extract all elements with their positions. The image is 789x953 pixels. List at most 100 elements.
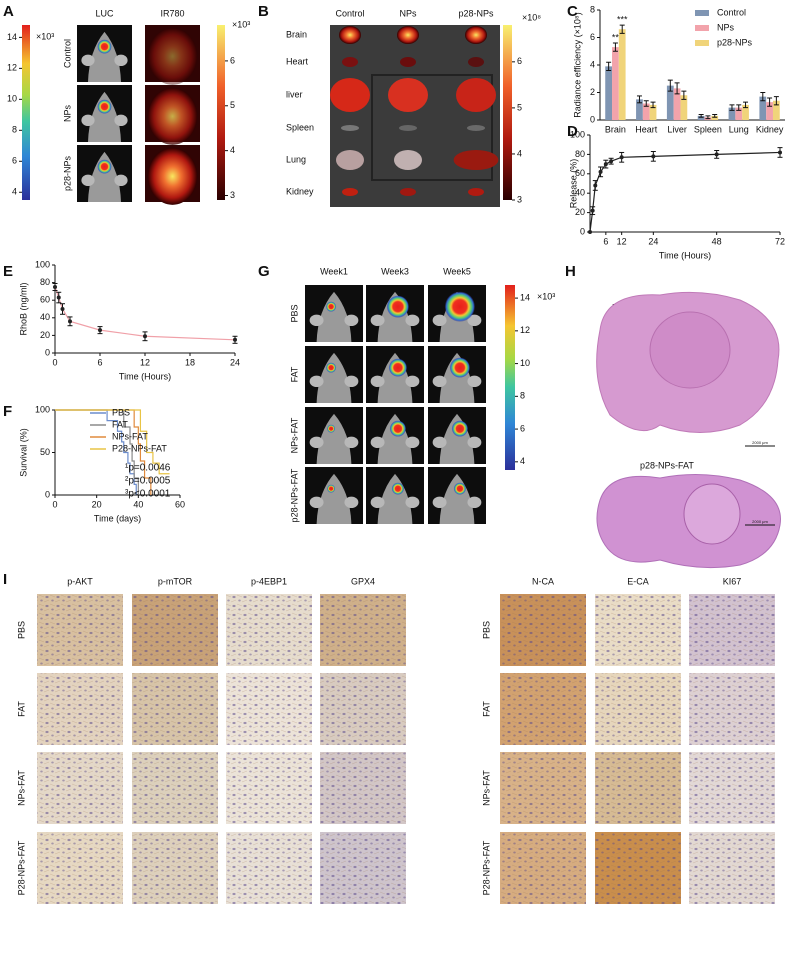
- mouse-ear: [405, 375, 420, 388]
- mouse-ear: [370, 314, 385, 327]
- colorbar-tick-label: 8: [12, 125, 17, 135]
- mouse-ear: [309, 375, 324, 388]
- organ: [342, 57, 358, 67]
- colorbar-tick-label: 6: [12, 156, 17, 166]
- bar: [697, 115, 705, 120]
- marker: [56, 295, 61, 300]
- mouse-ear: [370, 496, 385, 509]
- mouse-body: [316, 413, 352, 464]
- mouse-ear: [344, 375, 359, 388]
- panel-letter: I: [3, 571, 7, 588]
- bar: [642, 103, 650, 120]
- ihc-texture: [689, 594, 775, 666]
- column-label: p28-NPs: [458, 8, 494, 18]
- colorbar-tick-label: 10: [520, 358, 530, 368]
- mouse-ear: [467, 314, 482, 327]
- ihc-texture: [689, 752, 775, 824]
- row-label: FAT: [289, 366, 299, 382]
- column-label: Week1: [320, 266, 348, 276]
- x-tick-label: 18: [185, 357, 195, 367]
- row-label: Heart: [286, 56, 309, 66]
- resection-cavity: [683, 483, 741, 545]
- ihc-texture: [500, 594, 586, 666]
- bar: [742, 104, 749, 120]
- row-label: Kidney: [286, 186, 314, 196]
- mouse-body: [377, 352, 413, 403]
- marker: [68, 319, 72, 324]
- colorbar-tick-label: 5: [230, 100, 235, 110]
- ihc-texture: [226, 594, 312, 666]
- y-tick-label: 0: [590, 114, 595, 124]
- x-tick-label: 12: [140, 357, 150, 367]
- mouse-ear: [432, 314, 447, 327]
- marker: [598, 169, 603, 174]
- significance-label: ***: [617, 15, 628, 25]
- row-label: PBS: [481, 621, 491, 639]
- x-tick-label: 6: [603, 236, 608, 246]
- y-tick-label: 100: [570, 129, 585, 139]
- row-label: P28-NPs-FAT: [16, 840, 26, 895]
- organ: [336, 150, 364, 170]
- ihc-texture: [37, 752, 123, 824]
- bioluminescence: [449, 357, 470, 378]
- x-tick-label: 0: [52, 499, 57, 509]
- mouse-ear: [81, 114, 95, 127]
- marker: [593, 183, 598, 188]
- mouse-body: [439, 352, 475, 403]
- legend-swatch: [695, 10, 709, 16]
- row-label: P28-NPs-FAT: [481, 840, 491, 895]
- colorbar-tick-label: 4: [12, 187, 17, 197]
- bioluminescence: [97, 99, 112, 114]
- ihc-texture: [595, 752, 681, 824]
- mouse-ear: [432, 436, 447, 449]
- marker: [651, 154, 656, 159]
- column-label: IR780: [160, 8, 184, 18]
- column-label: Week5: [443, 266, 471, 276]
- organ: [394, 150, 422, 170]
- colorbar: [217, 25, 225, 200]
- bar: [680, 95, 688, 120]
- legend-label: P28-NPs-FAT: [112, 443, 167, 453]
- mouse-body: [377, 473, 413, 524]
- ihc-texture: [320, 594, 406, 666]
- organ: [342, 188, 358, 196]
- mouse-body: [316, 473, 352, 524]
- bioluminescence: [453, 482, 466, 495]
- y-axis-label: Release (%): [568, 159, 578, 209]
- ihc-texture: [500, 752, 586, 824]
- line: [55, 409, 139, 495]
- ihc-texture: [320, 832, 406, 904]
- y-axis-label: Radiance efficiency (×10⁸): [572, 12, 582, 117]
- y-tick-label: 40: [575, 188, 585, 198]
- mouse-ear: [114, 174, 128, 187]
- colorbar: [22, 25, 30, 200]
- organ: [456, 78, 496, 112]
- colorbar-unit: ×10⁸: [522, 12, 541, 22]
- mouse-ear: [405, 436, 420, 449]
- colorbar-tick-label: 6: [520, 423, 525, 433]
- ihc-texture: [37, 594, 123, 666]
- line: [55, 409, 170, 475]
- bar: [772, 100, 780, 120]
- organ: [397, 26, 419, 44]
- bar: [728, 107, 736, 120]
- y-tick-label: 0: [45, 489, 50, 499]
- ihc-texture: [595, 673, 681, 745]
- scale-bar-label: 2000 μm: [752, 440, 768, 445]
- legend-label: PBS: [112, 407, 130, 417]
- row-label: NPs: [62, 105, 72, 123]
- row-label: PBS: [16, 621, 26, 639]
- bar: [766, 102, 773, 120]
- row-label: liver: [286, 89, 303, 99]
- organ: [400, 188, 416, 196]
- marker: [603, 162, 608, 167]
- line: [589, 151, 781, 233]
- organ: [467, 125, 485, 131]
- y-tick-label: 4: [590, 59, 595, 69]
- colorbar-tick-label: 4: [230, 145, 235, 155]
- y-tick-label: 100: [35, 404, 50, 414]
- bioluminescence: [389, 420, 406, 437]
- legend-swatch: [695, 25, 709, 31]
- organ: [453, 150, 499, 170]
- legend-swatch: [695, 40, 709, 46]
